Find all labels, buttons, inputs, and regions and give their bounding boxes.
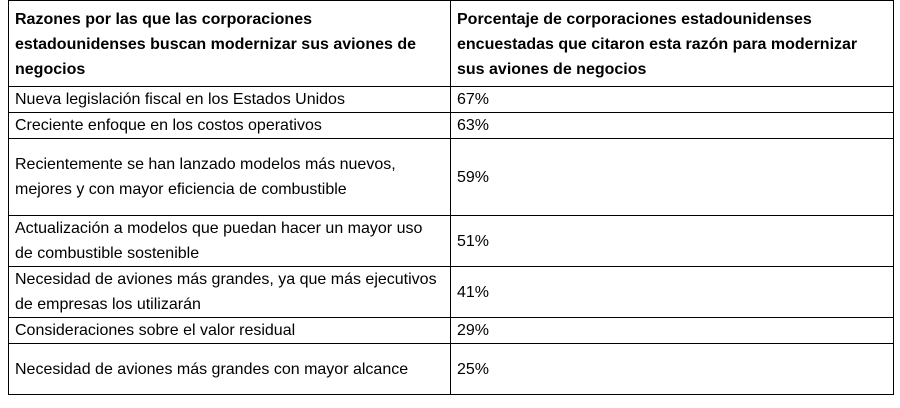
reason-cell: Necesidad de aviones más grandes con may… — [8, 343, 451, 395]
percent-cell: 41% — [450, 266, 894, 318]
reason-cell: Nueva legislación fiscal en los Estados … — [8, 86, 451, 113]
table-row: Creciente enfoque en los costos operativ… — [8, 112, 894, 139]
percent-cell: 59% — [450, 138, 894, 216]
table-row: Nueva legislación fiscal en los Estados … — [8, 86, 894, 113]
percent-cell: 25% — [450, 343, 894, 395]
percent-cell: 67% — [450, 86, 894, 113]
table-row: Necesidad de aviones más grandes con may… — [8, 343, 894, 395]
percent-cell: 29% — [450, 317, 894, 344]
header-row: Razones por las que las corporaciones es… — [8, 0, 894, 87]
table-row: Consideraciones sobre el valor residual 2… — [8, 317, 894, 344]
percent-cell: 63% — [450, 112, 894, 139]
header-cell: Porcentaje de corporaciones estadouniden… — [450, 0, 894, 87]
percent-cell: 51% — [450, 215, 894, 267]
header-cell: Razones por las que las corporaciones es… — [8, 0, 451, 87]
reason-cell: Creciente enfoque en los costos operativ… — [8, 112, 451, 139]
data-table: Razones por las que las corporaciones es… — [8, 0, 894, 395]
table-row: Actualización a modelos que puedan hacer… — [8, 215, 894, 267]
reason-cell: Necesidad de aviones más grandes, ya que… — [8, 266, 451, 318]
table-row: Necesidad de aviones más grandes, ya que… — [8, 266, 894, 318]
reason-cell: Recientemente se han lanzado modelos más… — [8, 138, 451, 216]
reason-cell: Consideraciones sobre el valor residual — [8, 317, 451, 344]
reason-cell: Actualización a modelos que puedan hacer… — [8, 215, 451, 267]
table-row: Recientemente se han lanzado modelos más… — [8, 138, 894, 216]
